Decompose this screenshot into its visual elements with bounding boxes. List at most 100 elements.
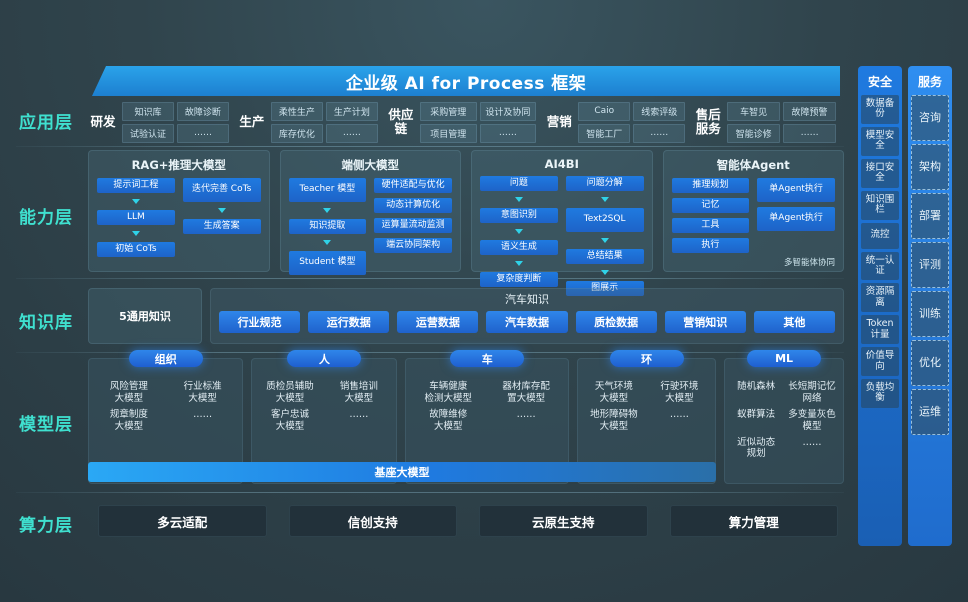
application-cell-grid[interactable]: 采购管理 设计及协同 项目管理…… (419, 101, 537, 143)
arrow-down-icon[interactable] (480, 260, 558, 267)
service-rail-item[interactable]: 评测 (911, 242, 949, 288)
application-cell[interactable]: 故障诊断 (176, 101, 229, 121)
capability-column-right[interactable]: 问题分解 Text2SQL 总结结果 图展示 (565, 176, 644, 296)
arrow-down-icon[interactable] (480, 228, 558, 235)
arrow-down-icon[interactable] (566, 237, 644, 244)
service-rail-item[interactable]: 部署 (911, 193, 949, 239)
compute-button[interactable]: 云原生支持 (479, 505, 648, 537)
application-group[interactable]: 供应链 采购管理 设计及协同 项目管理…… (386, 100, 537, 144)
application-cell-grid[interactable]: Caio 线索评级 智能工厂…… (578, 101, 686, 143)
model-item[interactable]: 长短期记忆 网络 (788, 381, 836, 404)
application-cell[interactable]: …… (176, 123, 229, 143)
capability-node[interactable]: Student 模型 (288, 251, 367, 275)
application-cell[interactable]: 库存优化 (270, 123, 323, 143)
service-rail-item[interactable]: 训练 (911, 291, 949, 337)
application-cell[interactable]: 采购管理 (419, 101, 477, 121)
capability-node[interactable]: 迭代完善 CoTs (182, 178, 261, 202)
arrow-down-icon[interactable] (566, 269, 644, 276)
capability-node[interactable]: 知识提取 (288, 219, 367, 234)
capability-card[interactable]: 智能体Agent 推理规划 记忆 工具 执行 单Agent执行 单Agent执行 多智能体协同 (662, 150, 844, 272)
model-item-grid[interactable]: 车辆健康 检测大模型 器材库存配 置大模型 故障维修 大模型 …… (406, 377, 568, 437)
model-item-grid[interactable]: 风险管理 大模型 行业标准 大模型 规章制度 大模型 …… (89, 377, 242, 437)
capability-node[interactable]: 复杂度判断 (480, 272, 558, 287)
service-rail-item[interactable]: 运维 (911, 389, 949, 435)
model-item[interactable]: 质检员辅助 大模型 (266, 381, 314, 404)
model-item[interactable]: 行驶环境 大模型 (660, 381, 699, 404)
model-item-grid[interactable]: 质检员辅助 大模型 销售培训 大模型 客户忠诚 大模型 …… (252, 377, 396, 437)
application-cell[interactable]: 生产计划 (325, 101, 378, 121)
capability-columns[interactable]: Teacher 模型 知识提取 Student 模型 硬件适配与优化 动态计算优化 运算量… (288, 178, 452, 275)
general-knowledge-card[interactable]: 5通用知识 (88, 288, 202, 344)
model-item[interactable]: …… (669, 408, 689, 420)
capability-node[interactable]: LLM (97, 210, 175, 225)
arrow-down-icon[interactable] (289, 239, 367, 246)
capability-node[interactable]: 硬件适配与优化 (374, 178, 452, 193)
security-rail-item[interactable]: 价值导向 (861, 347, 899, 376)
arrow-down-icon[interactable] (480, 196, 558, 203)
model-item[interactable]: 近似动态 规划 (737, 436, 776, 460)
model-item[interactable]: 器材库存配 置大模型 (502, 381, 550, 404)
capability-column-left[interactable]: 提示词工程 LLM 初始 CoTs (97, 178, 175, 257)
security-rail-item[interactable]: 统一认证 (861, 251, 899, 281)
application-group[interactable]: 生产 柔性生产 生产计划 库存优化…… (237, 100, 378, 144)
application-cell[interactable]: Caio (578, 101, 631, 121)
capability-column-right[interactable]: 单Agent执行 单Agent执行 (757, 178, 835, 253)
capability-card[interactable]: RAG+推理大模型 提示词工程 LLM 初始 CoTs 迭代完善 CoTs 生成答案 (88, 150, 270, 272)
model-item[interactable]: 天气环境 大模型 (594, 381, 633, 404)
capability-column-left[interactable]: Teacher 模型 知识提取 Student 模型 (288, 178, 367, 275)
capability-column-left[interactable]: 问题 意图识别 语义生成 复杂度判断 (480, 176, 558, 296)
arrow-down-icon[interactable] (97, 230, 175, 237)
model-card[interactable]: ML 随机森林 长短期记忆 网络 蚁群算法 多变量灰色 模型 近似动态 规划 …… (724, 350, 844, 484)
application-cell[interactable]: 智能工厂 (578, 123, 631, 143)
model-item[interactable]: 行业标准 大模型 (183, 381, 222, 404)
model-item[interactable]: 风险管理 大模型 (109, 381, 148, 404)
application-cell[interactable]: 柔性生产 (270, 101, 323, 121)
capability-node[interactable]: 端云协同架构 (374, 238, 452, 253)
model-item[interactable]: 故障维修 大模型 (429, 408, 468, 432)
model-item[interactable]: 蚁群算法 (737, 408, 776, 420)
application-cell-grid[interactable]: 知识库 故障诊断 试验认证…… (122, 101, 229, 143)
application-cell-grid[interactable]: 车智见 故障预警 智能诊修…… (727, 101, 837, 143)
knowledge-chip[interactable]: 运行数据 (308, 311, 390, 333)
knowledge-chip[interactable]: 行业规范 (219, 311, 301, 333)
application-cell[interactable]: 线索评级 (633, 101, 686, 121)
model-item[interactable]: 客户忠诚 大模型 (270, 408, 309, 432)
arrow-down-icon[interactable] (566, 196, 644, 203)
application-cell[interactable]: …… (783, 123, 837, 143)
knowledge-chip[interactable]: 营销知识 (664, 311, 746, 333)
capability-card[interactable]: 端侧大模型 Teacher 模型 知识提取 Student 模型 硬件适配与优化 动态计算… (279, 150, 461, 275)
service-rail-item[interactable]: 架构 (911, 144, 949, 190)
capability-column-right[interactable]: 硬件适配与优化 动态计算优化 运算量流动监测 端云协同架构 (374, 178, 452, 275)
application-cell[interactable]: 试验认证 (122, 123, 174, 143)
arrow-down-icon[interactable] (289, 207, 367, 214)
security-rail-item[interactable]: 接口安全 (861, 158, 899, 188)
arrow-down-icon[interactable] (183, 207, 261, 214)
application-cell[interactable]: …… (479, 123, 537, 143)
security-rail-item[interactable]: 负载均衡 (861, 379, 899, 408)
service-rail-item[interactable]: 咨询 (911, 95, 949, 141)
application-cell[interactable]: 故障预警 (783, 101, 837, 121)
model-item[interactable]: 规章制度 大模型 (109, 408, 148, 432)
compute-button[interactable]: 算力管理 (669, 505, 838, 537)
capability-node[interactable]: 语义生成 (480, 240, 558, 255)
knowledge-chip[interactable]: 质检数据 (575, 311, 657, 333)
security-rail-item[interactable]: 流控 (861, 222, 899, 249)
capability-node[interactable]: 生成答案 (182, 219, 261, 234)
model-item[interactable]: 多变量灰色 模型 (788, 408, 836, 432)
capability-node[interactable]: 动态计算优化 (374, 198, 452, 213)
security-rail-item[interactable]: Token计量 (861, 315, 899, 345)
security-rail-item[interactable]: 资源隔离 (861, 283, 899, 313)
capability-columns[interactable]: 推理规划 记忆 工具 执行 单Agent执行 单Agent执行 (671, 178, 835, 253)
application-cell[interactable]: 智能诊修 (727, 123, 781, 143)
model-item[interactable]: 随机森林 (737, 381, 776, 392)
capability-node[interactable]: 单Agent执行 (757, 207, 835, 231)
capability-columns[interactable]: 提示词工程 LLM 初始 CoTs 迭代完善 CoTs 生成答案 (97, 178, 261, 257)
model-item[interactable]: …… (802, 436, 822, 448)
security-rail-item[interactable]: 模型安全 (861, 126, 899, 156)
capability-node[interactable]: 初始 CoTs (97, 242, 175, 257)
security-rail-item[interactable]: 知识围栏 (861, 190, 899, 220)
model-item[interactable]: 地形障碍物 大模型 (590, 408, 638, 432)
capability-column-left[interactable]: 推理规划 记忆 工具 执行 (671, 178, 750, 253)
capability-columns[interactable]: 问题 意图识别 语义生成 复杂度判断 问题分解 Text2SQL 总结结果 图展示 (480, 176, 644, 296)
model-item-grid[interactable]: 随机森林 长短期记忆 网络 蚁群算法 多变量灰色 模型 近似动态 规划 …… (725, 377, 843, 464)
